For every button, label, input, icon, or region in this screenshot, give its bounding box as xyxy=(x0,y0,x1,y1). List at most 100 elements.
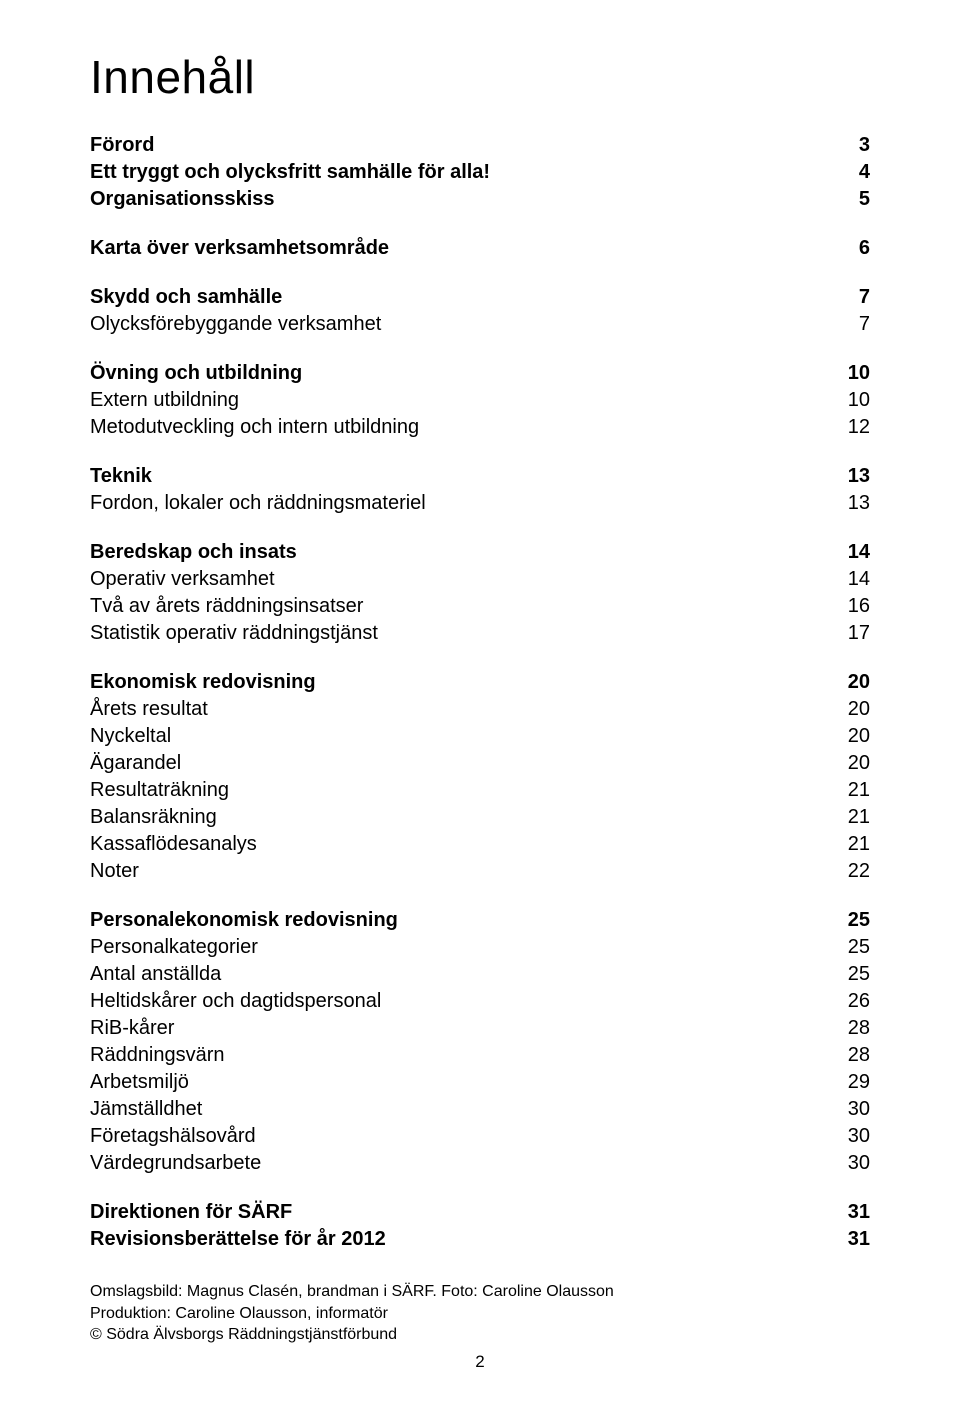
toc-page: 28 xyxy=(810,1015,870,1042)
toc-page: 21 xyxy=(810,804,870,831)
toc-row: Beredskap och insats14 xyxy=(90,539,870,566)
toc-page: 28 xyxy=(810,1042,870,1069)
toc-label: Årets resultat xyxy=(90,696,810,723)
toc-label: Olycksförebyggande verksamhet xyxy=(90,311,810,338)
toc-row: Statistik operativ räddningstjänst17 xyxy=(90,620,870,647)
toc-label: Direktionen för SÄRF xyxy=(90,1199,810,1226)
toc-row: Arbetsmiljö29 xyxy=(90,1069,870,1096)
toc-page: 13 xyxy=(810,463,870,490)
toc-row: RiB-kårer28 xyxy=(90,1015,870,1042)
toc-page: 30 xyxy=(810,1096,870,1123)
page-number: 2 xyxy=(90,1352,870,1372)
toc-page: 14 xyxy=(810,566,870,593)
toc-row: Kassaflödesanalys21 xyxy=(90,831,870,858)
toc-row: Heltidskårer och dagtidspersonal26 xyxy=(90,988,870,1015)
toc-row: Resultaträkning21 xyxy=(90,777,870,804)
toc-page: 30 xyxy=(810,1150,870,1177)
toc-page: 31 xyxy=(810,1226,870,1253)
toc-row: Jämställdhet30 xyxy=(90,1096,870,1123)
toc-row: Årets resultat20 xyxy=(90,696,870,723)
toc-label: Operativ verksamhet xyxy=(90,566,810,593)
toc-row: Nyckeltal20 xyxy=(90,723,870,750)
toc-label: Arbetsmiljö xyxy=(90,1069,810,1096)
toc-page: 17 xyxy=(810,620,870,647)
toc-label: Ekonomisk redovisning xyxy=(90,669,810,696)
toc-row: Ett tryggt och olycksfritt samhälle för … xyxy=(90,159,870,186)
toc-page: 20 xyxy=(810,669,870,696)
toc-page: 10 xyxy=(810,387,870,414)
toc-gap xyxy=(90,885,870,907)
toc-label: Två av årets räddningsinsatser xyxy=(90,593,810,620)
toc-row: Karta över verksamhetsområde6 xyxy=(90,235,870,262)
toc-row: Ekonomisk redovisning20 xyxy=(90,669,870,696)
toc-label: Övning och utbildning xyxy=(90,360,810,387)
toc-gap xyxy=(90,441,870,463)
toc-label: Värdegrundsarbete xyxy=(90,1150,810,1177)
toc-label: Statistik operativ räddningstjänst xyxy=(90,620,810,647)
toc-page: 6 xyxy=(810,235,870,262)
toc-page: 25 xyxy=(810,934,870,961)
toc-row: Extern utbildning10 xyxy=(90,387,870,414)
toc-page: 21 xyxy=(810,831,870,858)
toc-label: Heltidskårer och dagtidspersonal xyxy=(90,988,810,1015)
credits-line: Produktion: Caroline Olausson, informatö… xyxy=(90,1303,870,1325)
toc-page: 7 xyxy=(810,284,870,311)
toc-page: 21 xyxy=(810,777,870,804)
toc-label: Ägarandel xyxy=(90,750,810,777)
toc-row: Revisionsberättelse för år 201231 xyxy=(90,1226,870,1253)
toc-page: 16 xyxy=(810,593,870,620)
toc-row: Värdegrundsarbete30 xyxy=(90,1150,870,1177)
toc-row: Organisationsskiss5 xyxy=(90,186,870,213)
toc-page: 30 xyxy=(810,1123,870,1150)
toc-label: Räddningsvärn xyxy=(90,1042,810,1069)
toc-label: Noter xyxy=(90,858,810,885)
toc-row: Förord3 xyxy=(90,132,870,159)
toc-page: 20 xyxy=(810,723,870,750)
toc-page: 7 xyxy=(810,311,870,338)
toc-label: Förord xyxy=(90,132,810,159)
credits-line: © Södra Älvsborgs Räddningstjänstförbund xyxy=(90,1324,870,1346)
toc-label: Personalekonomisk redovisning xyxy=(90,907,810,934)
toc-gap xyxy=(90,262,870,284)
toc-row: Företagshälsovård30 xyxy=(90,1123,870,1150)
toc-row: Teknik13 xyxy=(90,463,870,490)
toc-page: 25 xyxy=(810,907,870,934)
page-title: Innehåll xyxy=(90,50,870,104)
toc-row: Två av årets räddningsinsatser16 xyxy=(90,593,870,620)
toc-page: 31 xyxy=(810,1199,870,1226)
toc-row: Antal anställda25 xyxy=(90,961,870,988)
toc-row: Räddningsvärn28 xyxy=(90,1042,870,1069)
toc-row: Olycksförebyggande verksamhet7 xyxy=(90,311,870,338)
toc-gap xyxy=(90,647,870,669)
toc-label: Beredskap och insats xyxy=(90,539,810,566)
toc-label: Teknik xyxy=(90,463,810,490)
toc-label: Företagshälsovård xyxy=(90,1123,810,1150)
toc-label: Jämställdhet xyxy=(90,1096,810,1123)
toc-page: 12 xyxy=(810,414,870,441)
toc-page: 4 xyxy=(810,159,870,186)
toc-label: Balansräkning xyxy=(90,804,810,831)
toc-label: Revisionsberättelse för år 2012 xyxy=(90,1226,810,1253)
toc-page: 25 xyxy=(810,961,870,988)
toc-row: Ägarandel20 xyxy=(90,750,870,777)
toc-label: Skydd och samhälle xyxy=(90,284,810,311)
toc-row: Fordon, lokaler och räddningsmateriel13 xyxy=(90,490,870,517)
toc-gap xyxy=(90,517,870,539)
table-of-contents: Förord3Ett tryggt och olycksfritt samhäl… xyxy=(90,132,870,1253)
credits-block: Omslagsbild: Magnus Clasén, brandman i S… xyxy=(90,1281,870,1346)
toc-row: Övning och utbildning10 xyxy=(90,360,870,387)
toc-page: 20 xyxy=(810,696,870,723)
toc-page: 3 xyxy=(810,132,870,159)
toc-page: 22 xyxy=(810,858,870,885)
toc-label: Metodutveckling och intern utbildning xyxy=(90,414,810,441)
toc-page: 10 xyxy=(810,360,870,387)
toc-gap xyxy=(90,1177,870,1199)
toc-label: Personalkategorier xyxy=(90,934,810,961)
toc-gap xyxy=(90,213,870,235)
toc-label: Kassaflödesanalys xyxy=(90,831,810,858)
toc-row: Metodutveckling och intern utbildning12 xyxy=(90,414,870,441)
toc-row: Personalekonomisk redovisning25 xyxy=(90,907,870,934)
toc-page: 29 xyxy=(810,1069,870,1096)
toc-page: 13 xyxy=(810,490,870,517)
toc-page: 20 xyxy=(810,750,870,777)
